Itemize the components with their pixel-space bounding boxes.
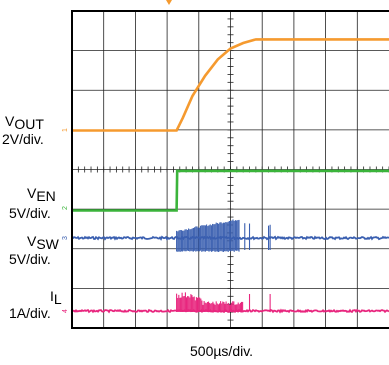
ven-label: VEN <box>27 185 56 204</box>
vsw-label-sub: SW <box>36 236 59 252</box>
channel-markers: 1 2 3 4 <box>62 128 69 313</box>
vsw-label-main: V <box>27 233 37 249</box>
vout-label-sub: OUT <box>14 116 44 132</box>
vsw-scale: 5V/div. <box>9 251 51 267</box>
channel-marker-vsw: 3 <box>62 236 69 240</box>
vout-scale: 2V/div. <box>2 131 44 147</box>
trigger-arrow <box>166 0 172 5</box>
vsw-label: VSW <box>27 233 59 252</box>
trace-vout <box>72 38 389 132</box>
ven-scale: 5V/div. <box>9 205 51 221</box>
il-label-sub: L <box>53 291 62 307</box>
ven-label-main: V <box>27 185 37 201</box>
channel-marker-il: 4 <box>62 309 69 313</box>
channel-marker-ven: 2 <box>62 206 69 210</box>
vout-label: VOUT <box>5 113 44 132</box>
il-label: IL <box>50 288 62 307</box>
il-label-main: I <box>50 288 54 304</box>
vout-label-main: V <box>5 113 15 129</box>
ven-label-sub: EN <box>36 188 56 204</box>
trace-ven <box>72 169 389 212</box>
traces <box>71 38 389 314</box>
channel-marker-vout: 1 <box>62 128 69 132</box>
il-scale: 1A/div. <box>9 305 51 321</box>
x-axis-label: 500µs/div. <box>190 343 254 359</box>
